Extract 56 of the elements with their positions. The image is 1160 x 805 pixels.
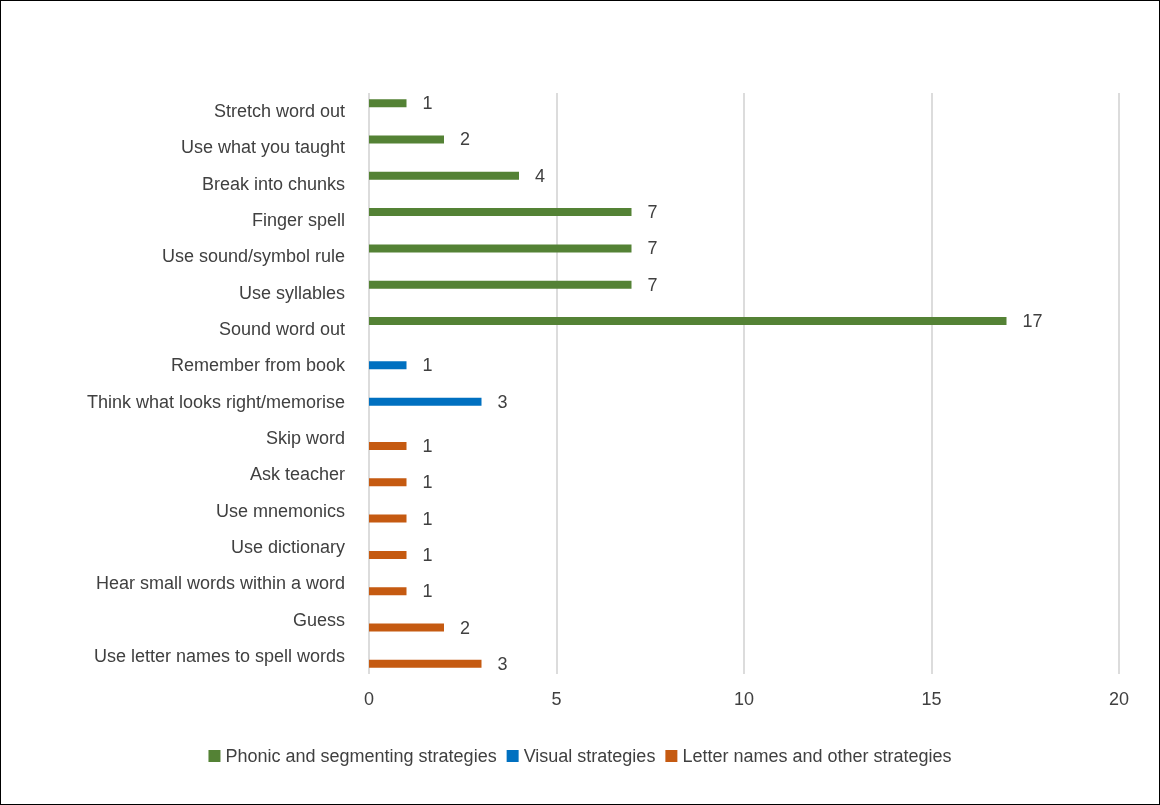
data-label: 2 xyxy=(460,617,471,638)
bar xyxy=(369,623,444,632)
data-label: 3 xyxy=(497,391,508,412)
data-label: 7 xyxy=(647,238,658,259)
data-label: 2 xyxy=(460,129,471,150)
bar xyxy=(369,244,632,253)
bar xyxy=(369,171,519,180)
legend-label: Letter names and other strategies xyxy=(682,746,952,766)
y-tick-label: Use letter names to spell words xyxy=(93,645,345,666)
legend-label: Phonic and segmenting strategies xyxy=(225,746,497,766)
bar xyxy=(369,550,407,559)
y-tick-label: Use syllables xyxy=(238,282,345,303)
data-label: 1 xyxy=(422,93,433,114)
data-label: 1 xyxy=(422,544,433,565)
y-tick-label: Stretch word out xyxy=(213,101,345,122)
y-tick-label: Remember from book xyxy=(170,355,346,376)
bar xyxy=(369,478,407,487)
x-tick-label: 0 xyxy=(363,689,375,709)
data-label: 1 xyxy=(422,508,433,529)
data-label: 17 xyxy=(1022,311,1043,332)
bar xyxy=(369,587,407,596)
bar xyxy=(369,99,407,108)
data-label: 4 xyxy=(535,165,546,186)
y-tick-label: Use mnemonics xyxy=(215,500,345,521)
x-tick-label: 5 xyxy=(551,689,562,709)
y-tick-label: Use dictionary xyxy=(230,536,345,557)
y-tick-label: Sound word out xyxy=(218,319,345,340)
y-tick-label: Guess xyxy=(292,609,345,630)
y-tick-label: Think what looks right/memorise xyxy=(86,391,345,412)
y-tick-label: Break into chunks xyxy=(201,173,345,194)
x-tick-label: 10 xyxy=(733,689,755,709)
x-tick-label: 15 xyxy=(921,689,942,709)
bar xyxy=(369,441,407,450)
bar xyxy=(369,361,407,370)
legend-label: Visual strategies xyxy=(523,746,656,766)
data-label: 1 xyxy=(422,355,433,376)
data-label: 1 xyxy=(422,581,433,602)
y-tick-label: Skip word xyxy=(265,427,345,448)
y-tick-label: Ask teacher xyxy=(249,464,345,485)
bar xyxy=(369,659,482,668)
x-tick-label: 20 xyxy=(1108,689,1130,709)
bar xyxy=(369,397,482,406)
data-label: 7 xyxy=(647,274,658,295)
bar xyxy=(369,280,632,289)
y-tick-label: Hear small words within a word xyxy=(95,573,345,594)
data-label: 7 xyxy=(647,202,658,223)
data-label: 1 xyxy=(422,472,433,493)
bar xyxy=(369,208,632,217)
bar xyxy=(369,135,444,144)
bar xyxy=(369,514,407,523)
bar xyxy=(369,317,1007,326)
y-tick-label: Use what you taught xyxy=(180,137,345,158)
data-label: 1 xyxy=(422,435,433,456)
y-tick-label: Use sound/symbol rule xyxy=(161,246,345,267)
y-tick-label: Finger spell xyxy=(251,210,345,231)
data-label: 3 xyxy=(497,653,508,674)
